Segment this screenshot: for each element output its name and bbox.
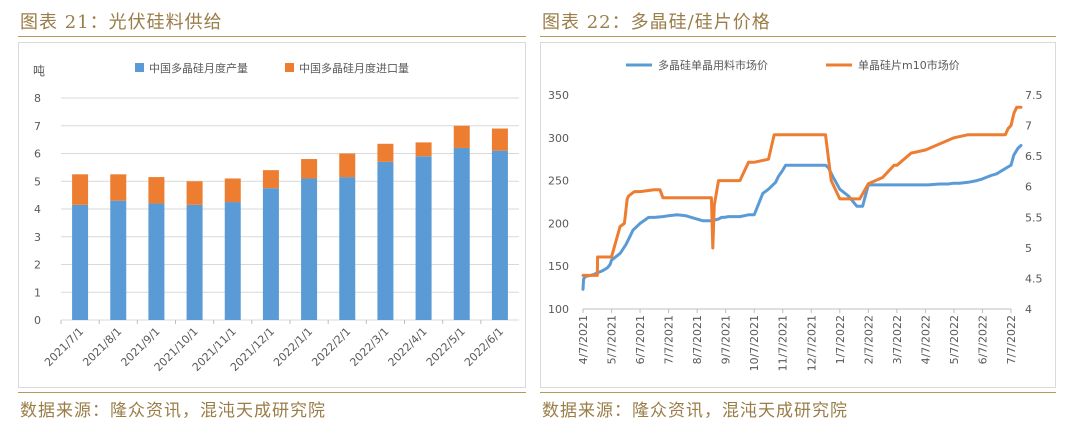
x-tick-label: 10/7/2021	[748, 315, 761, 371]
bar-production	[339, 177, 356, 320]
x-tick-label: 2022/2/1	[309, 325, 353, 369]
chart22-title: 图表 22：多晶硅/硅片价格	[542, 12, 771, 33]
y-tick-label: 0	[34, 314, 41, 327]
x-tick-label: 7/7/2021	[663, 315, 676, 364]
x-tick-label: 2021/7/1	[42, 325, 86, 369]
series-line-wafer	[581, 105, 1023, 277]
y-left-tick-label: 100	[548, 303, 569, 316]
y-right-tick-label: 5.5	[1025, 211, 1043, 224]
x-tick-label: 2022/3/1	[347, 325, 391, 369]
y-tick-label: 8	[34, 92, 41, 105]
y-right-tick-label: 6.5	[1025, 150, 1043, 163]
chart21-title: 图表 21：光伏硅料供给	[20, 12, 223, 33]
legend-label-wafer: 单晶硅片m10市场价	[858, 58, 960, 72]
bar-import	[377, 143, 394, 162]
chart22-svg: 100 150 200 250 300 350 4 4.5 5 5.5 6 6.5 7 7.5 4/7/20…	[548, 58, 1043, 371]
bar-production	[377, 161, 394, 320]
chart22-source: 数据来源：隆众资讯，混沌天成研究院	[542, 401, 848, 421]
bar-import	[453, 125, 470, 148]
chart21-source-rule	[18, 392, 526, 393]
bar-import	[186, 181, 203, 205]
bar-production	[110, 200, 127, 320]
bar-import	[415, 142, 432, 157]
bar-import	[110, 174, 127, 201]
y-tick-label: 3	[34, 231, 41, 244]
bar-production	[224, 202, 241, 320]
chart21-svg: 012345678吨2021/7/12021/8/12021/9/12021/1…	[33, 61, 519, 374]
bar-production	[186, 204, 203, 320]
x-tick-label: 1/7/2022	[834, 315, 847, 364]
legend-swatch-production	[135, 63, 144, 72]
x-tick-label: 8/7/2021	[691, 315, 704, 364]
x-tick-label: 6/7/2021	[634, 315, 647, 364]
bar-import	[148, 177, 165, 204]
bar-production	[262, 188, 279, 320]
y-unit-label: 吨	[33, 64, 45, 78]
y-right-tick-label: 7.5	[1025, 89, 1043, 102]
legend-swatch-import	[285, 63, 294, 72]
x-tick-label: 12/7/2021	[805, 315, 818, 371]
y-tick-label: 6	[34, 148, 41, 161]
series-line-polysilicon	[581, 144, 1023, 291]
chart22-source-rule	[540, 392, 1056, 393]
y-left-tick-label: 350	[548, 89, 569, 102]
bar-production	[415, 156, 432, 320]
y-left-tick-label: 250	[548, 175, 569, 188]
x-tick-label: 4/7/2021	[577, 315, 590, 364]
y-tick-label: 7	[34, 120, 41, 133]
y-right-tick-label: 5	[1025, 242, 1032, 255]
x-tick-label: 2021/8/1	[80, 325, 124, 369]
x-tick-label: 2022/5/1	[424, 325, 468, 369]
x-tick-label: 11/7/2021	[777, 315, 790, 371]
x-tick-label: 4/7/2022	[919, 315, 932, 364]
x-tick-label: 2022/4/1	[386, 325, 430, 369]
bar-production	[148, 203, 165, 320]
x-tick-label: 3/7/2022	[891, 315, 904, 364]
y-left-tick-label: 150	[548, 260, 569, 273]
x-tick-label: 5/7/2022	[948, 315, 961, 364]
x-tick-label: 5/7/2021	[606, 315, 619, 364]
bar-import	[72, 174, 89, 205]
bar-production	[301, 178, 318, 320]
legend-label-polysilicon: 多晶硅单晶用料市场价	[658, 58, 768, 72]
bar-import	[491, 128, 508, 151]
chart21-title-rule	[18, 36, 526, 37]
bar-import	[224, 178, 241, 203]
chart22-title-rule	[540, 36, 1056, 37]
x-tick-label: 2022/6/1	[462, 325, 506, 369]
x-tick-label: 7/7/2022	[1005, 315, 1018, 364]
y-left-tick-label: 200	[548, 217, 569, 230]
bar-production	[491, 150, 508, 320]
legend-label-import: 中国多晶硅月度进口量	[299, 61, 409, 75]
bar-production	[453, 147, 470, 320]
bar-import	[301, 159, 318, 179]
legend-label-production: 中国多晶硅月度产量	[149, 61, 248, 75]
y-right-tick-label: 4.5	[1025, 272, 1043, 285]
chart22-panel: 100 150 200 250 300 350 4 4.5 5 5.5 6 6.5 7 7.5 4/7/20…	[540, 42, 1056, 388]
y-right-tick-label: 6	[1025, 181, 1032, 194]
chart21-panel: 0 1 2 3 4 5 6 7 8 吨 2021/7/1 2021/8/1 2021/9/1 2021/1…	[18, 42, 526, 388]
x-tick-label: 6/7/2022	[976, 315, 989, 364]
bar-production	[72, 204, 89, 320]
y-tick-label: 1	[34, 286, 41, 299]
chart21-source: 数据来源：隆众资讯，混沌天成研究院	[20, 401, 326, 421]
y-right-tick-label: 7	[1025, 120, 1032, 133]
bar-import	[262, 170, 279, 189]
y-tick-label: 5	[34, 175, 41, 188]
bar-import	[339, 153, 356, 178]
y-right-tick-label: 4	[1025, 303, 1032, 316]
y-left-tick-label: 300	[548, 132, 569, 145]
y-tick-label: 4	[34, 203, 41, 216]
x-tick-label: 2022/1/1	[271, 325, 315, 369]
y-tick-label: 2	[34, 259, 41, 272]
x-tick-label: 9/7/2021	[720, 315, 733, 364]
x-tick-label: 2/7/2022	[862, 315, 875, 364]
